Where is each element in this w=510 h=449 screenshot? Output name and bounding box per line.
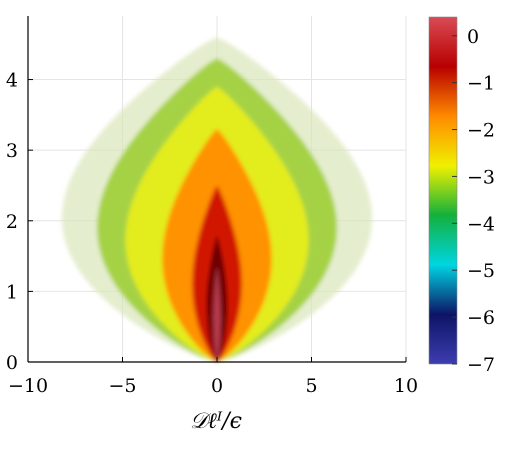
x-axis-label: 𝒟ℓᴵ/ϵ: [190, 409, 242, 434]
density-contour: [213, 266, 221, 362]
x-tick-label: 5: [305, 375, 317, 397]
density-plot: [62, 37, 372, 363]
y-tick-label: 4: [6, 70, 18, 92]
colorbar-tick-label: −2: [467, 120, 495, 142]
colorbar-tick-label: −7: [467, 354, 495, 376]
y-axis-ticks: 0 1 2 3 4: [6, 70, 33, 374]
y-tick-label: 0: [6, 352, 18, 374]
colorbar-tick-label: −4: [467, 213, 495, 235]
colorbar-tick-label: −5: [467, 260, 495, 282]
colorbar-tick-label: −6: [467, 307, 495, 329]
x-tick-label: 0: [211, 375, 223, 397]
colorbar-tick-label: −1: [467, 73, 495, 95]
y-tick-label: 1: [6, 281, 18, 303]
colorbar-tick-label: −3: [467, 166, 495, 188]
y-tick-label: 2: [6, 211, 18, 233]
colorbar-tick-label: 0: [467, 26, 479, 48]
y-tick-label: 3: [6, 140, 18, 162]
x-tick-label: −10: [8, 375, 48, 397]
x-tick-label: 10: [394, 375, 418, 397]
x-tick-label: −5: [108, 375, 136, 397]
x-axis-ticks: −10 −5 0 5 10: [8, 357, 418, 397]
colorbar-ticks: 0 −1 −2 −3 −4 −5 −6 −7: [452, 26, 495, 376]
colorbar: [428, 16, 458, 365]
